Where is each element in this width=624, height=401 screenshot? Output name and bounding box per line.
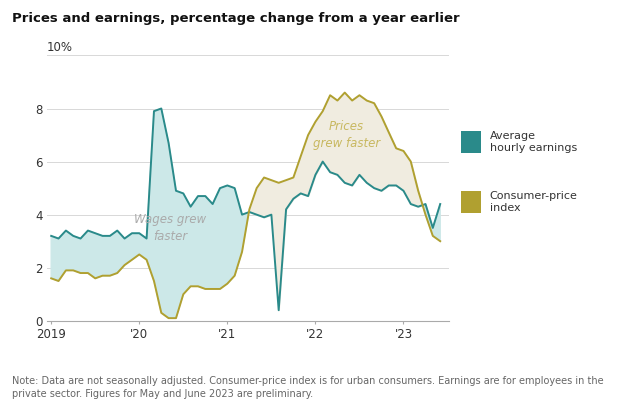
Text: Note: Data are not seasonally adjusted. Consumer-price index is for urban consum: Note: Data are not seasonally adjusted. … <box>12 376 604 399</box>
Text: Average
hourly earnings: Average hourly earnings <box>489 131 577 153</box>
Bar <box>461 132 482 153</box>
Text: 10%: 10% <box>47 41 73 54</box>
Text: Wages grew
faster: Wages grew faster <box>134 213 206 243</box>
Text: Prices and earnings, percentage change from a year earlier: Prices and earnings, percentage change f… <box>12 12 460 25</box>
Text: Consumer-price
index: Consumer-price index <box>489 190 577 213</box>
Text: Prices
grew faster: Prices grew faster <box>313 120 380 150</box>
Bar <box>461 191 482 213</box>
